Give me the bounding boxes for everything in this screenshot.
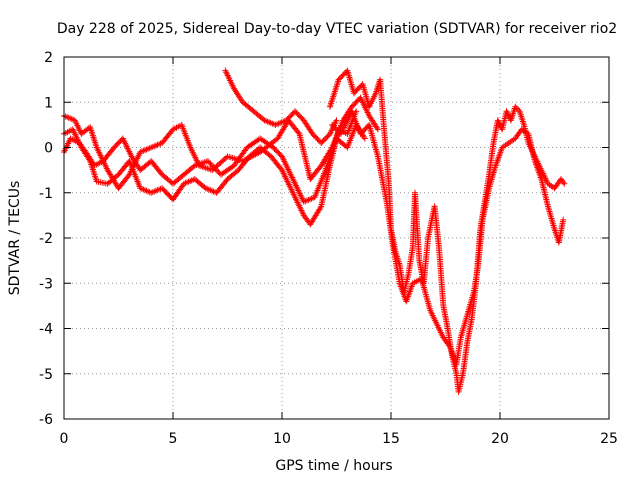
y-tick-label: 2 [44, 50, 53, 66]
data-point [215, 168, 222, 175]
data-point [229, 163, 236, 170]
y-tick-label: 0 [44, 141, 53, 157]
series-track-d [222, 67, 340, 146]
y-tick-label: -2 [39, 231, 53, 247]
x-tick-label: 5 [169, 431, 178, 447]
y-tick-label: -4 [39, 322, 53, 338]
x-tick-label: 10 [273, 431, 291, 447]
x-tick-label: 0 [60, 431, 69, 447]
y-tick-label: -3 [39, 276, 53, 292]
data-point [210, 163, 217, 170]
x-tick-label: 25 [600, 431, 618, 447]
data-point [374, 126, 381, 133]
x-tick-label: 15 [382, 431, 400, 447]
data-point [361, 135, 368, 142]
chart-title: Day 228 of 2025, Sidereal Day-to-day VTE… [57, 21, 617, 37]
y-tick-label: -5 [39, 367, 53, 383]
data-point [206, 159, 213, 166]
data-point [204, 158, 211, 165]
y-tick-label: -6 [39, 412, 53, 428]
data-point [208, 162, 215, 169]
data-point [561, 180, 568, 187]
y-axis-label: SDTVAR / TECUs [7, 181, 23, 296]
data-point [295, 129, 302, 136]
data-point [333, 117, 340, 124]
data-point [211, 164, 218, 171]
data-point [207, 160, 214, 167]
data-point [560, 216, 567, 223]
y-tick-label: -1 [39, 186, 53, 202]
data-point [214, 167, 221, 174]
series-track-f [329, 108, 567, 368]
y-tick-label: 1 [44, 95, 53, 111]
x-axis-label: GPS time / hours [275, 458, 392, 474]
data-point [212, 166, 219, 173]
x-tick-label: 20 [491, 431, 509, 447]
grid-lines [64, 57, 609, 419]
